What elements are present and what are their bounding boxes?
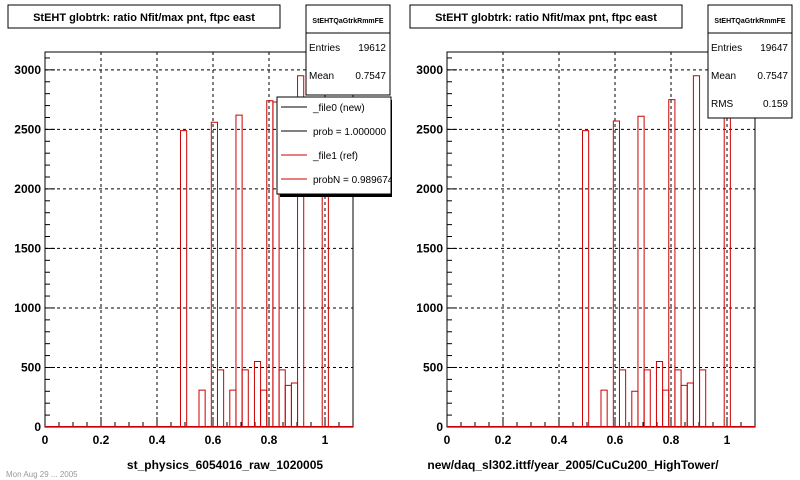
stats-label: Entries [711,43,742,54]
stats-value: 19647 [760,43,788,54]
x-tick-label: 0.6 [205,433,222,447]
x-tick-label: 0.4 [551,433,568,447]
y-tick-label: 1000 [416,301,443,315]
y-tick-label: 2500 [14,122,41,136]
histogram-bin [180,130,188,427]
histogram-bin [210,121,218,427]
y-tick-label: 1000 [14,301,41,315]
y-tick-label: 2500 [416,122,443,136]
y-tick-label: 0 [34,420,41,434]
histogram-bin [198,389,206,427]
histogram-panel-2: 0 0.2 0.4 0.6 0.8 1 0 500 1000 1500 2000 2500 3000 St… [409,4,793,472]
stats-value: 19612 [358,43,386,54]
y-tick-label: 2000 [416,182,443,196]
histogram-bin [668,99,676,427]
legend-entry-label: _file0 (new) [312,103,365,114]
x-tick-label: 0 [444,433,451,447]
legend-entry-label: prob = 1.000000 [313,127,387,138]
x-axis-label: new/daq_sl302.ittf/year_2005/CuCu200_Hig… [427,458,719,472]
x-tick-label: 0.8 [261,433,278,447]
chart-title: StEHT globtrk: ratio Nfit/max pnt, ftpc … [435,12,657,24]
legend-entry-label: probN = 0.989674 [313,175,394,186]
chart-title: StEHT globtrk: ratio Nfit/max pnt, ftpc … [33,12,255,24]
x-tick-label: 0.4 [149,433,166,447]
y-tick-label: 2000 [14,182,41,196]
legend-box [276,96,392,195]
stats-label: Mean [309,71,334,82]
histogram-bin [216,369,225,427]
stats-header: StEHTQaGtrkRmmFE [312,18,384,25]
y-tick-label: 1500 [14,241,41,255]
histogram-bin [297,75,305,427]
x-tick-label: 0.2 [495,433,512,447]
histogram-bin [637,115,645,427]
histogram-bin [272,101,280,427]
histogram-bin [235,114,243,427]
y-tick-label: 3000 [14,63,41,77]
stats-box [305,4,391,96]
x-tick-label: 0.6 [607,433,624,447]
histogram-bin [618,369,627,427]
canvas-footer-text: Mon Aug 29 ... 2005 [6,470,78,479]
x-tick-label: 1 [724,433,731,447]
series-1 [447,75,755,427]
y-tick-label: 0 [436,420,443,434]
histogram-bin [600,389,608,427]
legend-entry-label: _file1 (ref) [312,151,358,162]
histogram-bin [643,369,651,427]
histogram-bin [582,130,590,427]
x-tick-label: 1 [322,433,329,447]
x-axis-label: st_physics_6054016_raw_1020005 [127,458,323,472]
legend: _file0 (new) prob = 1.000000 _file1 (ref) p… [276,96,394,197]
y-tick-label: 1500 [416,241,443,255]
stats-header: StEHTQaGtrkRmmFE [714,18,786,25]
histogram-bin [612,120,620,427]
stats-label: Entries [309,43,340,54]
stats-label: RMS [711,99,734,110]
stats-box [707,4,793,119]
histogram-bin [699,369,707,427]
series-1 [45,75,353,427]
y-tick-label: 500 [21,360,41,374]
y-tick-label: 500 [423,360,443,374]
y-tick-label: 3000 [416,63,443,77]
stats-label: Mean [711,71,736,82]
stats-value: 0.7547 [757,71,788,82]
title-box [7,4,281,29]
plot-frame [446,51,756,428]
histogram-panel-1: 0 0.2 0.4 0.6 0.8 1 0 500 1000 1500 2000 2500 3000 St… [7,4,394,472]
histogram-bin [692,75,701,427]
x-tick-label: 0.2 [93,433,110,447]
x-tick-label: 0.8 [663,433,680,447]
stats-value: 0.7547 [355,71,386,82]
title-box [409,4,683,29]
stats-value: 0.159 [763,99,788,110]
x-tick-label: 0 [42,433,49,447]
histogram-bin [241,369,249,427]
